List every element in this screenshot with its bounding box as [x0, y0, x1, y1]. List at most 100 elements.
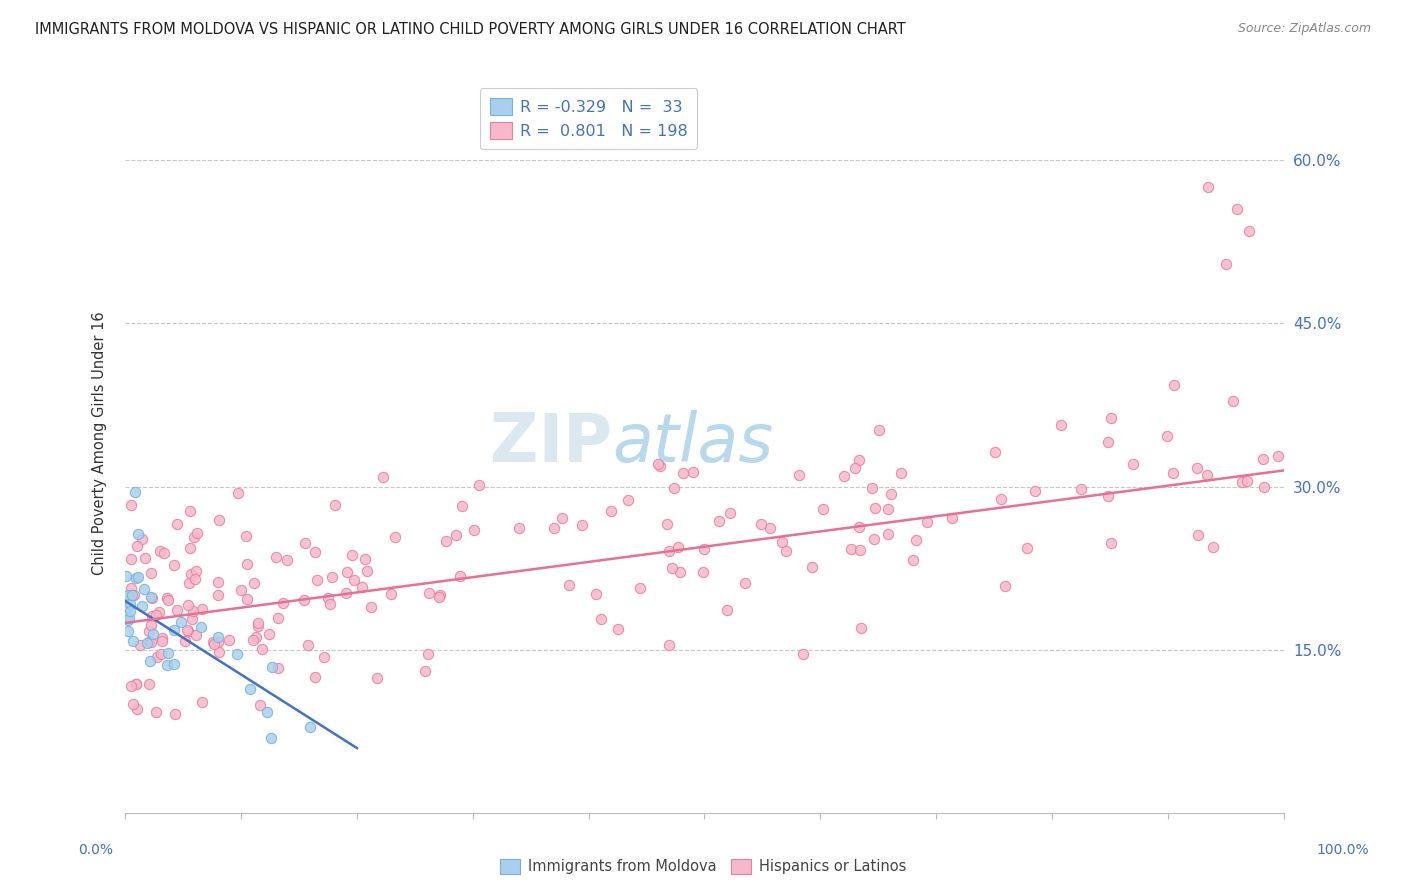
Point: [176, 598, 198, 612]
Point: [156, 592, 179, 607]
Point: [152, 546, 174, 560]
Point: [139, 654, 162, 668]
Point: [304, 545, 326, 559]
Point: [775, 544, 797, 558]
Point: [904, 533, 927, 547]
Point: [264, 549, 287, 564]
Point: [1049, 418, 1071, 433]
Point: [716, 603, 738, 617]
Legend: Immigrants from Moldova, Hispanics or Latinos: Immigrants from Moldova, Hispanics or La…: [494, 853, 912, 880]
Point: [427, 590, 450, 604]
Point: [734, 575, 756, 590]
Point: [749, 517, 772, 532]
Point: [120, 604, 142, 618]
Point: [848, 520, 870, 534]
Point: [770, 535, 793, 549]
Point: [917, 515, 939, 529]
Point: [1156, 428, 1178, 442]
Point: [434, 534, 457, 549]
Point: [1099, 536, 1122, 550]
Point: [184, 628, 207, 642]
Point: [242, 633, 264, 648]
Point: [122, 588, 145, 602]
Point: [1251, 451, 1274, 466]
Point: [628, 581, 651, 595]
Point: [666, 540, 689, 554]
Point: [149, 647, 172, 661]
Point: [371, 470, 394, 484]
Point: [304, 670, 326, 684]
Point: [156, 646, 179, 660]
Point: [186, 525, 208, 540]
Point: [294, 535, 316, 549]
Point: [163, 657, 186, 671]
Point: [117, 624, 139, 638]
Point: [128, 638, 150, 652]
Point: [1187, 528, 1209, 542]
Point: [585, 587, 607, 601]
Point: [647, 457, 669, 471]
Point: [179, 504, 201, 518]
Point: [429, 588, 451, 602]
Point: [207, 575, 229, 590]
Point: [844, 461, 866, 475]
Point: [173, 634, 195, 648]
Point: [340, 549, 363, 563]
Point: [877, 527, 900, 541]
Point: [156, 591, 179, 605]
Point: [323, 498, 346, 512]
Point: [1070, 482, 1092, 496]
Point: [860, 481, 883, 495]
Point: [1222, 394, 1244, 409]
Point: [249, 698, 271, 712]
Point: [1236, 474, 1258, 488]
Point: [709, 514, 731, 528]
Point: [117, 588, 139, 602]
Point: [243, 575, 266, 590]
Point: [115, 569, 138, 583]
Text: atlas: atlas: [612, 410, 773, 476]
Point: [235, 557, 257, 571]
Point: [148, 605, 170, 619]
Point: [880, 487, 903, 501]
Point: [136, 636, 159, 650]
Point: [600, 504, 623, 518]
Text: 0.0%: 0.0%: [79, 843, 112, 857]
Point: [1267, 449, 1289, 463]
Point: [849, 622, 872, 636]
Point: [139, 635, 162, 649]
Point: [451, 500, 474, 514]
Point: [207, 588, 229, 602]
Point: [180, 612, 202, 626]
Point: [141, 590, 163, 604]
Point: [208, 513, 231, 527]
Point: [1163, 377, 1185, 392]
Point: [146, 649, 169, 664]
Point: [1197, 180, 1219, 194]
Text: 100.0%: 100.0%: [1316, 843, 1369, 857]
Point: [662, 482, 685, 496]
Point: [298, 720, 321, 734]
Point: [127, 702, 149, 716]
Point: [139, 566, 162, 580]
Point: [141, 609, 163, 624]
Point: [1195, 467, 1218, 482]
Point: [718, 506, 741, 520]
Point: [276, 553, 298, 567]
Point: [319, 597, 342, 611]
Point: [120, 552, 142, 566]
Point: [848, 542, 870, 557]
Point: [127, 570, 149, 584]
Point: [207, 634, 229, 648]
Point: [890, 466, 912, 480]
Point: [166, 517, 188, 532]
Point: [811, 501, 834, 516]
Point: [267, 661, 290, 675]
Point: [202, 637, 225, 651]
Point: [606, 622, 628, 636]
Point: [413, 664, 436, 678]
Point: [994, 578, 1017, 592]
Point: [990, 492, 1012, 507]
Point: [183, 530, 205, 544]
Point: [1226, 202, 1249, 216]
